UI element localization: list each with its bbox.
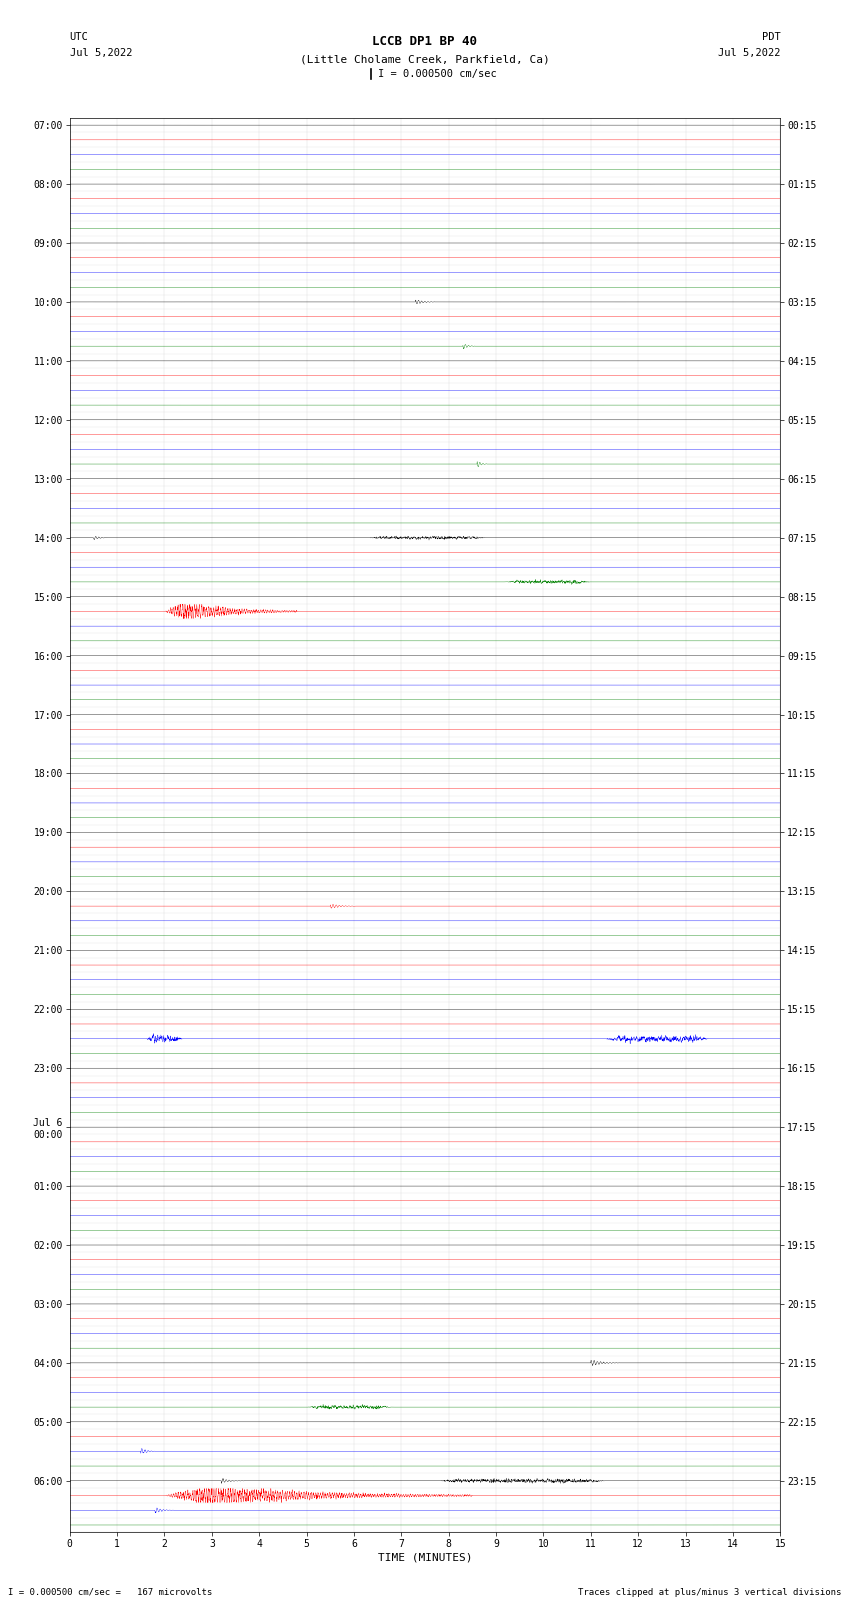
Text: UTC: UTC: [70, 32, 88, 42]
Text: Traces clipped at plus/minus 3 vertical divisions: Traces clipped at plus/minus 3 vertical …: [578, 1587, 842, 1597]
Text: I = 0.000500 cm/sec =   167 microvolts: I = 0.000500 cm/sec = 167 microvolts: [8, 1587, 212, 1597]
Text: LCCB DP1 BP 40: LCCB DP1 BP 40: [372, 35, 478, 48]
Text: PDT: PDT: [762, 32, 780, 42]
Text: (Little Cholame Creek, Parkfield, Ca): (Little Cholame Creek, Parkfield, Ca): [300, 55, 550, 65]
Text: Jul 5,2022: Jul 5,2022: [70, 48, 133, 58]
X-axis label: TIME (MINUTES): TIME (MINUTES): [377, 1552, 473, 1561]
Text: Jul 5,2022: Jul 5,2022: [717, 48, 780, 58]
Text: I = 0.000500 cm/sec: I = 0.000500 cm/sec: [378, 69, 497, 79]
